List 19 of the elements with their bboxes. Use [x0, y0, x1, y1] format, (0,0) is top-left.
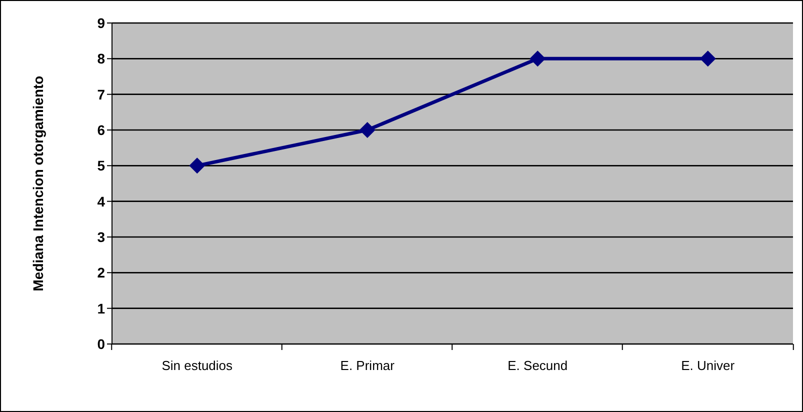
x-tick-label: E. Secund [508, 358, 568, 373]
y-tick-label: 5 [97, 158, 106, 174]
y-tick-label: 4 [97, 193, 106, 210]
y-tick-label: 3 [97, 228, 106, 245]
y-tick-label: 1 [97, 300, 106, 316]
point [700, 50, 716, 67]
x-tick-label: E. Univer [681, 358, 736, 373]
y-tick-label: 0 [97, 336, 106, 352]
y-tick-label: 2 [97, 264, 106, 281]
y-axis-title: Mediana Intencion otorgamiento [30, 76, 46, 292]
y-tick-label: 8 [97, 50, 106, 67]
point [359, 122, 376, 138]
y-tick-label: 6 [97, 122, 106, 138]
x-tick-label: E. Primar [340, 358, 396, 373]
y-tick-label: 7 [97, 86, 106, 102]
y-tick-label: 9 [97, 14, 106, 31]
x-tick-label: Sin estudios [162, 358, 234, 373]
point [530, 50, 546, 67]
point [189, 158, 206, 174]
